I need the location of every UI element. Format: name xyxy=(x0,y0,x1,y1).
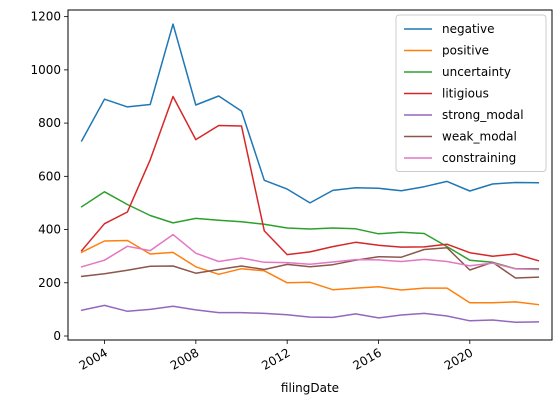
legend-label: litigious xyxy=(442,87,489,101)
legend-label: negative xyxy=(442,22,494,36)
y-tick-label: 1000 xyxy=(30,63,61,77)
x-axis-title: filingDate xyxy=(281,381,339,395)
x-tick-label: 2016 xyxy=(351,345,384,372)
series-line-positive xyxy=(80,239,540,306)
y-axis: 0 200 400 600 800 1000 1200 xyxy=(30,10,68,343)
plot-area xyxy=(67,9,553,341)
legend-label: strong_modal xyxy=(442,108,524,122)
x-tick-label: 2012 xyxy=(259,345,292,372)
series-line-litigious xyxy=(80,95,540,262)
legend-label: uncertainty xyxy=(442,65,511,79)
plot-frame xyxy=(67,9,553,341)
x-tick-label: 2004 xyxy=(77,345,110,372)
legend-label: positive xyxy=(442,44,489,58)
y-tick-label: 400 xyxy=(38,223,61,237)
y-tick-label: 600 xyxy=(38,169,61,183)
legend-label: weak_modal xyxy=(442,130,517,144)
y-tick-label: 800 xyxy=(38,116,61,130)
legend-box xyxy=(395,14,547,172)
x-tick-label: 2020 xyxy=(442,345,475,372)
series-line-uncertainty xyxy=(80,191,540,270)
y-tick-label: 1200 xyxy=(30,10,61,24)
y-tick-label: 0 xyxy=(53,329,61,343)
legend-label: constraining xyxy=(442,151,516,165)
x-tick-label: 2008 xyxy=(168,345,201,372)
series-line-strong-modal xyxy=(80,304,540,323)
series-layer xyxy=(80,23,540,323)
series-line-constraining xyxy=(80,233,540,271)
y-tick-label: 200 xyxy=(38,276,61,290)
legend: negative positive uncertainty litigious stro… xyxy=(395,14,547,172)
series-line-negative xyxy=(80,23,540,204)
series-line-weak-modal xyxy=(80,246,540,279)
x-axis: 2004 2008 2012 2016 2020 xyxy=(77,340,475,373)
